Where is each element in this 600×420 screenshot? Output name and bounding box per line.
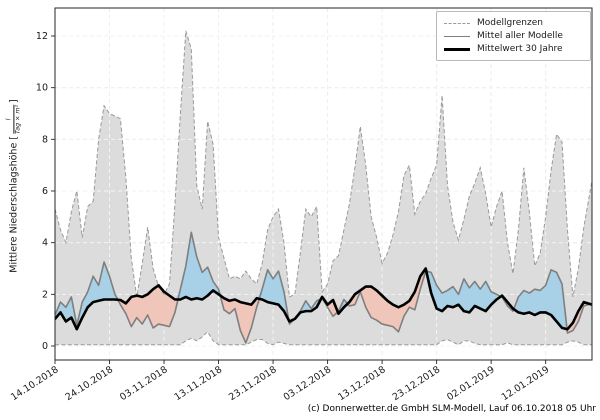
y-tick-label: 10	[36, 83, 48, 94]
x-tick-label: 02.01.2019	[445, 364, 497, 403]
y-tick-label: 12	[36, 31, 48, 42]
x-tick-label: 12.01.2019	[500, 364, 552, 403]
y-axis-label-suffix: ]	[8, 99, 20, 103]
legend: Modellgrenzen Mittel aller Modelle Mitte…	[436, 11, 591, 61]
y-tick-label: 8	[42, 134, 48, 145]
x-tick-label: 13.11.2018	[173, 364, 225, 403]
x-tick-label: 14.10.2018	[9, 364, 61, 403]
legend-item-mittelwert-30-jahre: Mittelwert 30 Jahre	[444, 43, 583, 56]
x-tick-label: 23.12.2018	[391, 364, 443, 403]
y-tick-label: 6	[42, 186, 48, 197]
lower-bound-line	[55, 331, 592, 346]
y-axis-label-prefix: Mittlere Niederschlagshöhe [	[8, 135, 20, 273]
black-line-swatch-icon	[444, 48, 470, 51]
x-tick-label: 03.11.2018	[118, 364, 170, 403]
gray-line-swatch-icon	[444, 36, 470, 37]
y-tick-label: 0	[42, 341, 48, 352]
y-axis-unit-denominator: Tag × m²	[13, 104, 22, 134]
x-tick-label: 13.12.2018	[336, 364, 388, 403]
x-tick-label: 03.12.2018	[282, 364, 334, 403]
y-axis-unit-fraction: l Tag × m²	[5, 104, 22, 134]
dashed-line-swatch-icon	[444, 23, 470, 24]
climatology-line	[55, 267, 592, 331]
x-tick-label: 23.11.2018	[227, 364, 279, 403]
y-tick-label: 2	[42, 289, 48, 300]
legend-label: Mittel aller Modelle	[477, 31, 563, 41]
mean-above-climatology-band	[55, 232, 592, 330]
legend-item-mittel-aller-modelle: Mittel aller Modelle	[444, 30, 583, 43]
y-axis-label: Mittlere Niederschlagshöhe [ l Tag × m² …	[5, 99, 22, 273]
plot-border	[54, 7, 593, 361]
mean-below-climatology-band	[55, 268, 592, 343]
legend-item-modellgrenzen: Modellgrenzen	[444, 17, 583, 30]
copyright-footer: (c) Donnerwetter.de GmbH SLM-Modell, Lau…	[307, 404, 596, 414]
legend-label: Mittelwert 30 Jahre	[477, 44, 563, 54]
y-axis-unit-numerator: l	[5, 118, 13, 121]
plot-area	[55, 8, 592, 360]
upper-bound-line	[55, 30, 592, 298]
legend-label: Modellgrenzen	[477, 18, 543, 28]
y-tick-label: 4	[42, 238, 48, 249]
x-tick-label: 24.10.2018	[64, 364, 116, 403]
